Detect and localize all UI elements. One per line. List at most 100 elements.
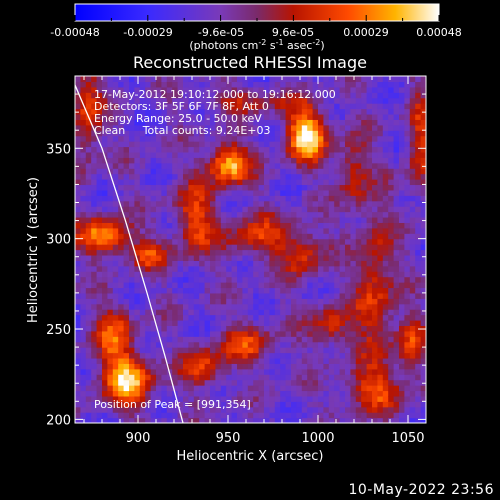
heatmap-cell <box>85 173 92 180</box>
heatmap-cell <box>355 249 362 256</box>
heatmap-cell <box>226 124 233 131</box>
heatmap-cell <box>177 276 184 283</box>
heatmap-cell <box>382 222 389 229</box>
heatmap-cell <box>355 173 362 180</box>
heatmap-cell <box>112 195 119 202</box>
heatmap-cell <box>156 211 162 218</box>
heatmap-cell <box>415 173 422 180</box>
heatmap-cell <box>220 244 227 251</box>
heatmap-cell <box>334 265 341 272</box>
heatmap-cell <box>404 341 411 348</box>
heatmap-cell <box>323 347 330 354</box>
heatmap-cell <box>355 211 362 218</box>
heatmap-cell <box>204 347 211 354</box>
heatmap-cell <box>377 298 384 305</box>
y-tick-label: 350 <box>46 142 71 157</box>
heatmap-cell <box>231 189 238 196</box>
heatmap-cell <box>350 314 357 321</box>
heatmap-cell <box>301 189 308 196</box>
heatmap-cell <box>355 189 362 196</box>
heatmap-cell <box>366 146 373 153</box>
heatmap-cell <box>139 254 146 261</box>
heatmap-cell <box>264 97 270 104</box>
heatmap-cell <box>226 222 233 229</box>
heatmap-cell <box>291 395 297 402</box>
heatmap-cell <box>237 401 243 408</box>
heatmap-cell <box>409 146 416 153</box>
heatmap-cell <box>274 271 281 278</box>
heatmap-cell <box>415 108 422 115</box>
heatmap-cell <box>377 227 384 234</box>
heatmap-cell <box>301 395 308 402</box>
heatmap-cell <box>409 206 416 213</box>
heatmap-cell <box>231 168 238 175</box>
heatmap-cell <box>361 227 368 234</box>
heatmap-cell <box>145 244 152 251</box>
heatmap-cell <box>318 395 324 402</box>
heatmap-cell <box>334 184 341 191</box>
heatmap-cell <box>291 265 297 272</box>
heatmap-cell <box>172 146 179 153</box>
heatmap-cell <box>150 211 157 218</box>
heatmap-cell <box>231 287 238 294</box>
heatmap-cell <box>85 168 92 175</box>
heatmap-cell <box>237 124 243 131</box>
heatmap-cell <box>91 357 98 364</box>
heatmap-cell <box>393 227 400 234</box>
heatmap-cell <box>382 309 389 316</box>
heatmap-cell <box>323 151 330 158</box>
heatmap-cell <box>231 341 238 348</box>
heatmap-cell <box>75 271 81 278</box>
heatmap-cell <box>150 130 157 137</box>
heatmap-cell <box>291 249 297 256</box>
heatmap-cell <box>96 103 103 110</box>
heatmap-cell <box>312 146 319 153</box>
heatmap-cell <box>112 260 119 267</box>
heatmap-cell <box>210 341 216 348</box>
heatmap-cell <box>199 357 206 364</box>
heatmap-cell <box>404 352 411 359</box>
heatmap-cell <box>415 412 422 419</box>
heatmap-cell <box>80 168 87 175</box>
heatmap-cell <box>339 260 346 267</box>
heatmap-cell <box>199 395 206 402</box>
heatmap-cell <box>145 260 152 267</box>
heatmap-cell <box>247 390 254 397</box>
heatmap-cell <box>102 195 108 202</box>
heatmap-cell <box>404 200 411 207</box>
heatmap-cell <box>382 363 389 370</box>
heatmap-cell <box>393 303 400 310</box>
heatmap-cell <box>220 189 227 196</box>
heatmap-cell <box>215 336 222 343</box>
heatmap-cell <box>355 179 362 186</box>
heatmap-cell <box>96 395 103 402</box>
heatmap-cell <box>139 379 146 386</box>
heatmap-cell <box>129 287 135 294</box>
heatmap-cell <box>409 195 416 202</box>
heatmap-cell <box>312 162 319 169</box>
heatmap-cell <box>258 103 265 110</box>
heatmap-cell <box>193 113 200 120</box>
heatmap-cell <box>134 390 141 397</box>
heatmap-cell <box>145 151 152 158</box>
heatmap-cell <box>107 292 114 299</box>
heatmap-cell <box>399 184 405 191</box>
heatmap-cell <box>226 146 233 153</box>
heatmap-cell <box>420 254 426 261</box>
heatmap-cell <box>253 401 260 408</box>
heatmap-cell <box>80 216 87 223</box>
heatmap-cell <box>215 368 222 375</box>
heatmap-cell <box>291 206 297 213</box>
heatmap-cell <box>323 363 330 370</box>
heatmap-cell <box>183 287 189 294</box>
heatmap-cell <box>264 287 270 294</box>
heatmap-cell <box>323 249 330 256</box>
heatmap-cell <box>280 347 287 354</box>
heatmap-cell <box>296 254 303 261</box>
heatmap-cell <box>285 179 292 186</box>
heatmap-cell <box>123 195 130 202</box>
heatmap-cell <box>123 292 130 299</box>
heatmap-cell <box>199 347 206 354</box>
heatmap-cell <box>210 222 216 229</box>
heatmap-cell <box>334 124 341 131</box>
